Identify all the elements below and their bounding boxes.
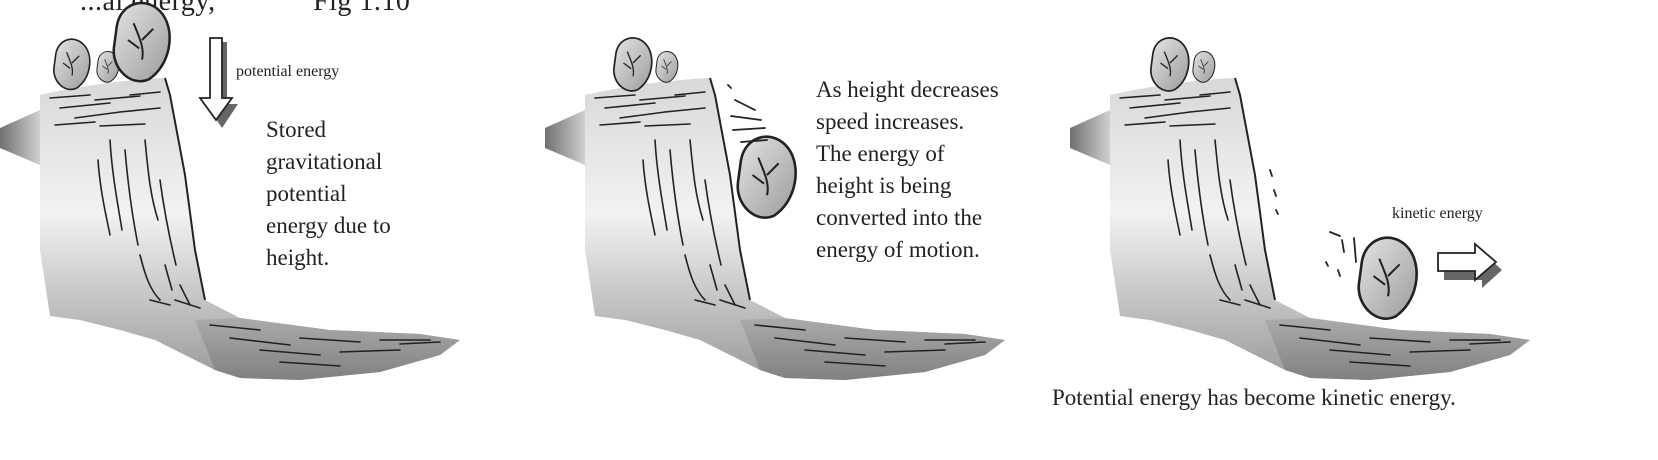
motion-lines-icon (1269, 169, 1357, 277)
caption-line: height. (266, 245, 330, 270)
caption-line: As height decreases (816, 77, 999, 102)
figure-label: Fig 1.10 (313, 0, 411, 17)
boulder-icon (655, 50, 679, 83)
motion-lines-icon (727, 84, 768, 143)
panel-3 (1069, 37, 1531, 381)
boulder-icon (1357, 236, 1418, 320)
caption-line: Stored (266, 117, 327, 142)
boulder-icon (612, 37, 653, 92)
kinetic-energy-label: kinetic energy (1392, 205, 1483, 222)
boulder-icon (53, 38, 91, 91)
caption-line: height is being (816, 173, 952, 198)
panel-2-caption: As height decreases speed increases. The… (816, 74, 999, 266)
caption-line: potential (266, 181, 347, 206)
caption-line: energy due to (266, 213, 391, 238)
caption-line: gravitational (266, 149, 383, 174)
cliff-icon (1069, 77, 1531, 381)
panel-2 (544, 37, 1006, 381)
boulder-icon (112, 1, 171, 83)
cliff-icon (0, 77, 461, 381)
boulder-icon (736, 135, 797, 219)
caption-line: speed increases. (816, 109, 965, 134)
caption-line: converted into the (816, 205, 983, 230)
panel-3-caption: Potential energy has become kinetic ener… (1052, 385, 1456, 410)
panel-1-caption: Stored gravitational potential energy du… (266, 114, 391, 274)
down-arrow-icon (198, 37, 238, 128)
right-arrow-icon (1437, 242, 1502, 288)
boulder-icon (1192, 50, 1216, 83)
panel-1 (0, 1, 461, 381)
caption-line: energy of motion. (816, 237, 980, 262)
caption-line: The energy of (816, 141, 945, 166)
potential-energy-label: potential energy (236, 63, 340, 80)
